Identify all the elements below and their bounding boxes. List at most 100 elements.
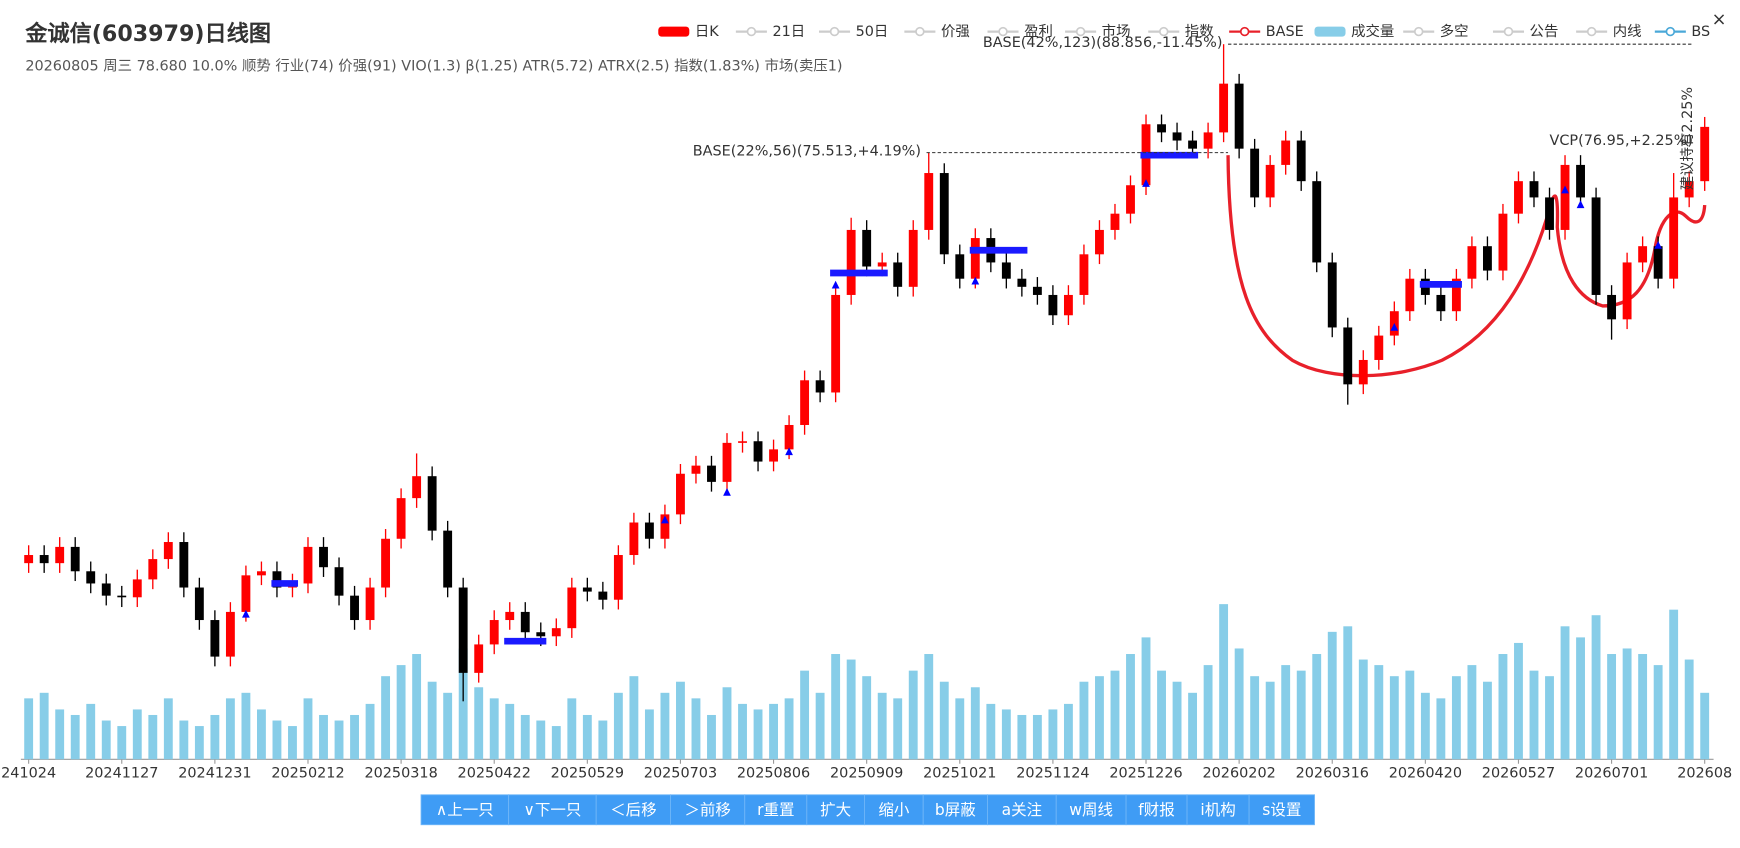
volume-bar — [288, 726, 297, 760]
volume-bar — [846, 659, 856, 760]
button[interactable] — [670, 794, 746, 826]
volume-bar — [1591, 615, 1601, 760]
volume-bar — [567, 698, 577, 760]
button-label[interactable]: ∧上一只 — [436, 801, 494, 819]
legend-label[interactable]: 50日 — [856, 24, 889, 40]
candle-body — [753, 441, 763, 462]
button[interactable] — [864, 794, 924, 826]
candle-body — [536, 632, 546, 637]
candle-body — [769, 449, 778, 462]
button-label[interactable]: s设置 — [1262, 801, 1301, 819]
legend-swatch — [1239, 26, 1250, 37]
bs-signal — [831, 280, 840, 289]
candle-body — [1343, 327, 1353, 385]
candle-body — [1126, 185, 1135, 214]
button-label[interactable]: w周线 — [1069, 801, 1113, 819]
volume-bar — [117, 726, 127, 760]
legend-swatch — [1503, 26, 1514, 37]
candle-body — [893, 262, 903, 287]
legend-label[interactable]: 市场 — [1102, 23, 1131, 40]
candle-body — [1451, 278, 1461, 312]
bs-signal — [661, 515, 669, 524]
close-button[interactable]: × — [1712, 10, 1727, 30]
volume-bar — [1560, 626, 1570, 760]
button[interactable] — [1248, 794, 1315, 826]
candle-body — [908, 229, 918, 287]
chart-subtitle: 20260805 周三 78.680 10.0% 顺势 行业(74) 价强(91… — [25, 58, 842, 75]
x-tick-label: 20250422 — [458, 766, 531, 782]
legend-label[interactable]: BS — [1691, 24, 1710, 40]
button[interactable] — [595, 794, 671, 826]
legend-label[interactable]: 21日 — [772, 24, 805, 40]
legend-label[interactable]: 成交量 — [1351, 22, 1394, 40]
volume-bar — [893, 698, 903, 760]
volume-bar — [831, 654, 841, 760]
candle-body — [319, 546, 328, 568]
candle-body — [1638, 246, 1648, 263]
candle-body — [1529, 181, 1539, 198]
volume-bar — [489, 698, 499, 760]
x-tick-label: 20260420 — [1389, 766, 1462, 782]
volume-bar — [970, 687, 980, 760]
button-label[interactable]: 扩大 — [820, 801, 851, 819]
volume-bar — [784, 698, 794, 760]
candle-body — [1467, 246, 1477, 279]
candle-body — [489, 620, 499, 645]
button-label[interactable]: a关注 — [1002, 801, 1043, 819]
button-label[interactable]: f财报 — [1138, 801, 1174, 819]
candle-body — [458, 587, 468, 673]
candle-body — [225, 611, 235, 657]
button-label[interactable]: ＞前移 — [684, 801, 731, 819]
legend-label[interactable]: 日K — [695, 24, 719, 40]
button[interactable] — [987, 794, 1057, 826]
candle-body — [1545, 197, 1554, 230]
volume-bar — [1126, 654, 1135, 760]
button-label[interactable]: ∨下一只 — [523, 801, 581, 819]
volume-bar — [1405, 670, 1415, 760]
bs-signal — [971, 276, 980, 285]
candle-body — [303, 546, 313, 584]
candle-body — [86, 571, 96, 584]
candle-body — [427, 476, 437, 531]
volume-bar — [443, 692, 453, 760]
legend-label[interactable]: 公告 — [1530, 23, 1559, 40]
x-tick-label: 20250703 — [644, 766, 717, 782]
candle-body — [1482, 246, 1492, 271]
volume-bar — [1281, 665, 1291, 760]
volume-bar — [862, 676, 872, 760]
candle-body — [1172, 132, 1182, 141]
volume-bar — [257, 709, 266, 760]
x-tick-label: 202608 — [1677, 766, 1732, 782]
legend-label[interactable]: 价强 — [941, 24, 970, 40]
bs-signal — [1142, 179, 1150, 187]
button[interactable] — [922, 794, 988, 826]
legend-label[interactable]: BASE — [1266, 24, 1304, 40]
legend-label[interactable]: 多空 — [1440, 23, 1469, 40]
volume-bar — [1234, 648, 1244, 760]
candle-body — [924, 173, 934, 230]
legend-label[interactable]: 盈利 — [1024, 23, 1053, 40]
button-label[interactable]: r重置 — [757, 801, 794, 819]
x-tick-label: 20251124 — [1016, 766, 1089, 782]
x-tick-label: 20251021 — [923, 766, 996, 782]
volume-bar — [536, 720, 546, 760]
volume-bar — [1529, 670, 1539, 760]
button-label[interactable]: i机构 — [1200, 801, 1235, 819]
volume-bar — [1063, 703, 1073, 760]
button-label[interactable]: ＜后移 — [610, 801, 657, 819]
button[interactable] — [744, 794, 808, 826]
volume-bar — [551, 726, 561, 760]
volume-bar — [1172, 681, 1182, 760]
legend-swatch — [915, 26, 925, 37]
x-tick-label: 20250318 — [364, 766, 437, 782]
button-label[interactable]: 缩小 — [878, 801, 910, 819]
volume-bar — [1374, 665, 1384, 760]
candle-body — [1063, 294, 1073, 316]
button[interactable] — [1125, 794, 1188, 826]
legend-swatch — [1665, 26, 1676, 37]
button-label[interactable]: b屏蔽 — [935, 801, 976, 819]
legend-label[interactable]: 指数 — [1185, 23, 1214, 40]
legend-label[interactable]: 内线 — [1613, 23, 1642, 40]
chart-title: 金诚信(603979)日线图 — [24, 21, 271, 47]
button[interactable] — [420, 794, 510, 826]
